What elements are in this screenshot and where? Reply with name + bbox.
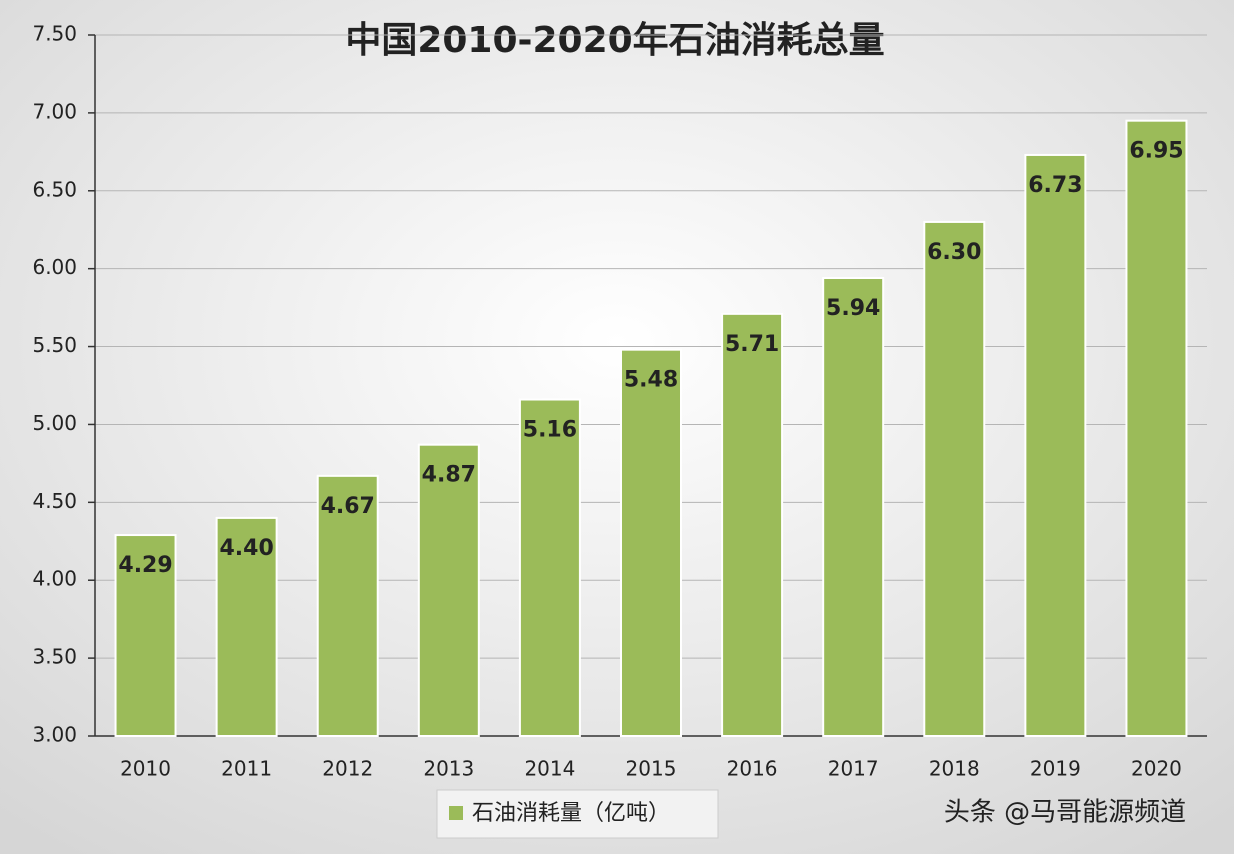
x-tick-label: 2012 (322, 757, 373, 781)
x-tick-label: 2018 (929, 757, 980, 781)
bar (721, 312, 784, 737)
x-tick-label: 2017 (828, 757, 879, 781)
y-tick-label: 3.00 (32, 723, 77, 747)
data-label: 6.30 (927, 240, 981, 265)
bar (518, 398, 581, 737)
bar (1024, 153, 1087, 737)
y-tick-label: 5.00 (32, 411, 77, 435)
legend-swatch (449, 806, 463, 820)
x-tick-label: 2020 (1131, 757, 1182, 781)
data-label: 5.94 (826, 296, 880, 321)
y-tick-label: 3.50 (32, 645, 77, 669)
data-label: 4.87 (422, 463, 476, 488)
data-label: 5.71 (725, 332, 779, 357)
x-tick-label: 2010 (120, 757, 171, 781)
chart-title: 中国2010-2020年石油消耗总量 (345, 20, 884, 61)
bar (215, 516, 278, 738)
data-label: 5.16 (523, 418, 577, 443)
y-tick-label: 5.50 (32, 333, 77, 357)
bar (1125, 119, 1188, 737)
x-tick-label: 2019 (1030, 757, 1081, 781)
y-tick-label: 4.00 (32, 567, 77, 591)
x-tick-label: 2011 (221, 757, 272, 781)
data-label: 5.48 (624, 368, 678, 393)
bar (114, 534, 177, 738)
data-label: 4.40 (219, 536, 273, 561)
data-label: 6.73 (1028, 173, 1082, 198)
x-tick-label: 2013 (423, 757, 474, 781)
y-tick-label: 6.50 (32, 177, 77, 201)
x-tick-label: 2015 (626, 757, 677, 781)
y-tick-label: 6.00 (32, 255, 77, 279)
y-tick-label: 7.00 (32, 99, 77, 123)
bar (923, 220, 986, 737)
bar (417, 443, 480, 737)
data-label: 6.95 (1129, 139, 1183, 164)
bar (316, 474, 379, 737)
x-tick-label: 2016 (727, 757, 778, 781)
data-label: 4.67 (321, 494, 375, 519)
data-label: 4.29 (118, 553, 172, 578)
legend-box (436, 789, 719, 839)
legend-label: 石油消耗量（亿吨） (472, 801, 670, 826)
y-tick-label: 4.50 (32, 489, 77, 513)
y-tick-label: 7.50 (32, 22, 77, 46)
watermark: 头条 @马哥能源频道 (944, 798, 1186, 828)
bar (620, 348, 682, 737)
x-tick-label: 2014 (524, 757, 575, 781)
bar (822, 277, 885, 737)
